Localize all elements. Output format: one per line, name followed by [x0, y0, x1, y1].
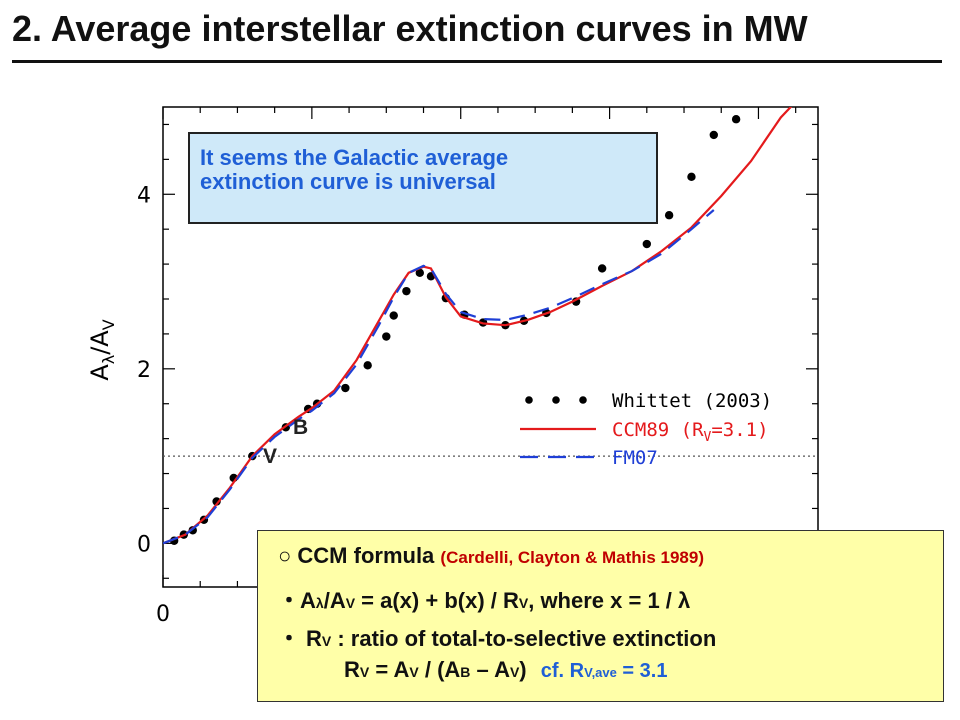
formula-x-definition: , where x = 1 / λ — [528, 588, 691, 613]
formula-r-sub: V — [321, 633, 332, 649]
legend-marker-whittet — [525, 396, 533, 404]
formula-v-sub: V — [345, 595, 356, 611]
legend-marker-whittet — [579, 396, 587, 404]
rv-cf-label: cf. R — [540, 660, 585, 682]
legend-label: FM07 — [612, 447, 658, 469]
y-axis-label-sub1: λ — [99, 355, 118, 364]
y-tick-label: 4 — [137, 183, 151, 208]
data-point — [341, 383, 350, 393]
data-point — [212, 497, 221, 506]
rv-ave-value: = 3.1 — [616, 660, 668, 682]
formula-a-symbol: A — [300, 588, 316, 613]
formula-rv-description: : ratio of total-to-selective extinction — [331, 626, 717, 651]
data-point — [687, 172, 696, 182]
rv-r-symbol: R — [344, 657, 360, 682]
data-point — [664, 211, 674, 220]
rv-ave-sub: V,ave — [584, 665, 617, 680]
tick-marks — [162, 107, 818, 587]
data-point — [642, 239, 652, 249]
formula-bullet-2: ・ — [278, 626, 301, 651]
rv-b-sub: B — [460, 664, 471, 680]
tick-labels: 0 2 4 0 — [137, 183, 170, 627]
rv-av-sub: V — [409, 664, 419, 680]
data-point — [415, 268, 424, 278]
y-tick-label: 0 — [137, 532, 151, 557]
y-axis-label-main: A — [86, 364, 114, 381]
legend-label: Whittet (2003) — [612, 390, 772, 412]
y-axis-label: Aλ/AV — [86, 319, 118, 380]
rv-equals-a: = A — [369, 657, 410, 682]
data-point — [389, 311, 398, 320]
data-point — [597, 264, 607, 273]
series-line-fm07 — [163, 209, 715, 545]
formula-bullet-1: ・ — [278, 588, 301, 613]
rv-v-sub: V — [359, 664, 370, 680]
slide-title: 2. Average interstellar extinction curve… — [12, 8, 808, 49]
band-label-b: B — [293, 416, 308, 439]
rv-close-paren: ) — [519, 657, 527, 682]
formula-line-1: ○ CCM formula (Cardelli, Clayton & Mathi… — [278, 543, 704, 569]
ccm-formula-box: ○ CCM formula (Cardelli, Clayton & Mathi… — [257, 530, 944, 702]
formula-slash-a: /A — [323, 588, 346, 613]
data-point — [731, 115, 741, 124]
formula-heading: ○ CCM formula — [278, 543, 435, 568]
legend-marker-whittet — [552, 396, 560, 404]
y-axis-label-main-2: A — [86, 330, 114, 347]
callout-line-2: extinction curve is universal — [200, 169, 496, 194]
formula-v-sub-2: V — [518, 595, 529, 611]
formula-reference: (Cardelli, Clayton & Mathis 1989) — [440, 548, 704, 567]
y-axis-label-sub2: V — [99, 319, 118, 330]
series-layer — [163, 107, 793, 545]
legend-label: CCM89 (RV=3.1) — [612, 419, 769, 445]
rv-minus-a: – A — [470, 657, 510, 682]
formula-expression: = a(x) + b(x) / R — [355, 588, 519, 613]
rv-open-ab: / (A — [418, 657, 461, 682]
x-tick-label: 0 — [156, 602, 170, 627]
title-underline — [12, 60, 942, 63]
data-point — [382, 332, 391, 341]
formula-line-4: RV = AV / (AB – AV) cf. RV,ave = 3.1 — [344, 657, 667, 683]
data-point — [709, 130, 718, 140]
data-point — [402, 286, 411, 296]
formula-line-3: ・ RV : ratio of total-to-selective extinc… — [278, 621, 716, 653]
y-tick-label: 2 — [137, 358, 151, 383]
legend: Whittet (2003) CCM89 (RV=3.1)FM07 — [520, 390, 772, 469]
band-label-v: V — [263, 445, 277, 468]
data-point — [363, 361, 372, 370]
formula-line-2: ・Aλ/AV = a(x) + b(x) / RV, where x = 1 /… — [278, 583, 690, 615]
formula-r-symbol: R — [306, 626, 322, 651]
rv-av-sub-2: V — [509, 664, 520, 680]
formula-lambda-sub: λ — [315, 595, 324, 611]
callout-line-1: It seems the Galactic average — [200, 145, 509, 170]
callout-box: It seems the Galactic average extinction… — [188, 132, 658, 224]
